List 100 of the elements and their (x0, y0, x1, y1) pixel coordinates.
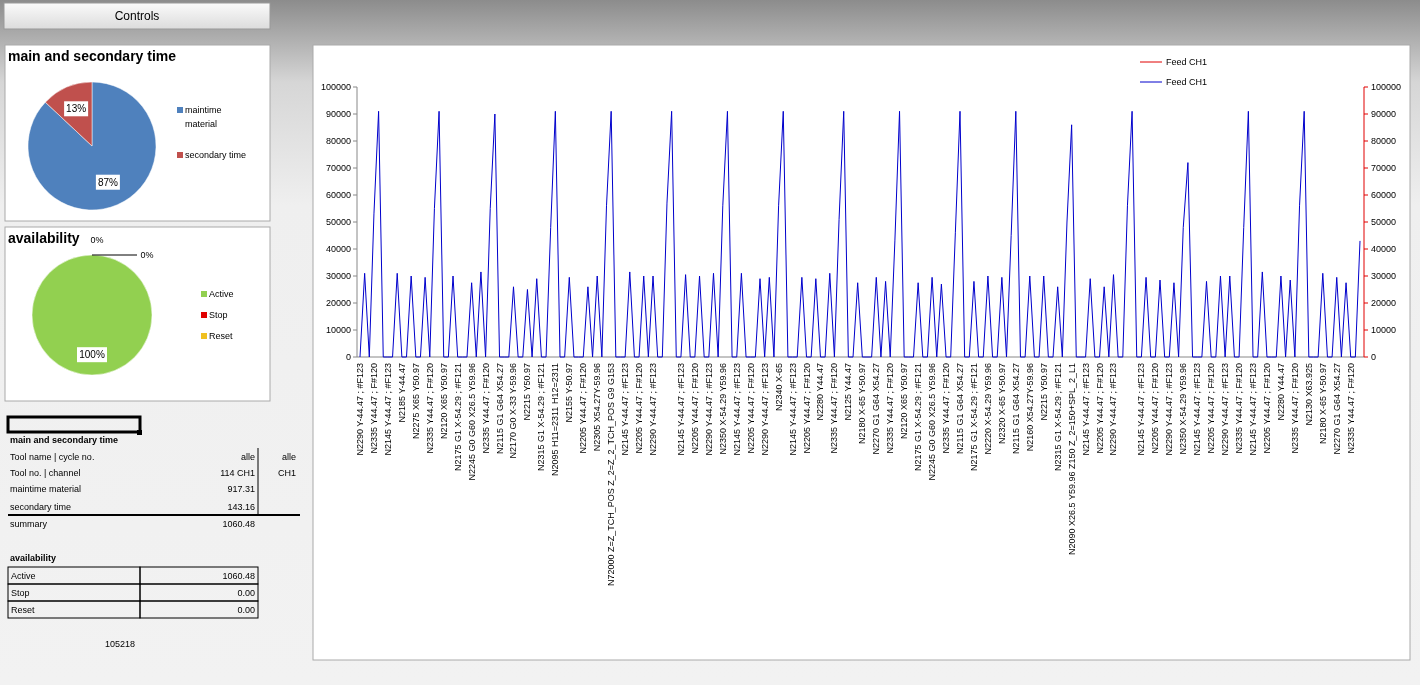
category-label: Tool name | cycle no. (10, 452, 95, 462)
x-tick-label: N2115 G1 G64 X54.27 (955, 363, 965, 454)
x-tick-label: N2155 Y-50.97 (564, 363, 575, 423)
y2-tick-label: 40000 (1371, 244, 1397, 254)
x-tick-label: N2290 Y-44.47 ; #F123 (1220, 363, 1231, 456)
y2-tick-label: 30000 (1371, 271, 1397, 281)
x-tick-label: N2290 Y-44.47 ; #F123 (1164, 363, 1175, 456)
category-label: Reset (11, 605, 36, 615)
y2-tick-label: 60000 (1371, 190, 1397, 200)
y-tick-label: 40000 (325, 244, 351, 254)
text: 917.31 (227, 484, 255, 494)
data-label: 13% (66, 103, 87, 115)
legend-label: Feed CH1 (1166, 77, 1208, 87)
x-tick-label: N2335 Y44.47 ; F#120 (480, 363, 491, 454)
chart-title: main and secondary time (8, 48, 177, 64)
x-tick-label: N2335 Y44.47 ; F#120 (1345, 363, 1356, 454)
y2-tick-label: 20000 (1371, 298, 1397, 308)
text: 143.16 (227, 502, 255, 512)
text: 0% (140, 250, 154, 260)
x-tick-label: N2175 G1 X-54.29 ; #F121 (968, 363, 979, 472)
x-tick-label: N2170 G0 X-33 Y-59.96 (508, 363, 519, 459)
text: CH1 (277, 468, 296, 478)
x-tick-label: N2335 Y44.47 ; F#120 (1289, 363, 1300, 454)
x-tick-label: N2145 Y-44.47 ; #F123 (1192, 363, 1203, 456)
x-tick-label: N2290 Y-44.47 ; #F123 (759, 363, 770, 456)
x-tick-label: N72000 Z=Z_TCH_POS Z_2=Z_2_TCH_POS G9 G153 (606, 363, 617, 587)
x-tick-label: N2145 Y-44.47 ; #F123 (1248, 363, 1259, 456)
x-tick-label: N2205 Y44.47 ; F#120 (689, 363, 700, 454)
text: 105218 (104, 639, 136, 649)
x-tick-label: N2280 Y44.47 (1275, 363, 1286, 421)
text: main and secondary time (10, 435, 119, 445)
x-tick-label: N2340 X-65 (773, 363, 784, 412)
category-label: Tool no. | channel (10, 468, 81, 478)
legend-label: Active (209, 289, 234, 299)
x-tick-label: N2335 Y44.47 ; F#120 (941, 363, 952, 454)
y2-tick-label: 90000 (1371, 109, 1397, 119)
x-tick-label: N2205 Y44.47 ; F#120 (1206, 363, 1217, 454)
legend-label: maintime material (185, 105, 222, 129)
legend-label: Feed CH1 (1166, 57, 1208, 67)
y2-tick-label: 10000 (1371, 325, 1397, 335)
y-tick-label: 0 (345, 352, 351, 362)
x-tick-label: N2350 X-54.29 Y59.96 (1178, 363, 1189, 455)
category-label: summary (10, 519, 48, 529)
legend-label: secondary time (185, 150, 247, 160)
x-tick-label: N2095 H11=2311 H12=2311 (550, 363, 561, 477)
x-tick-label: N2290 Y-44.47 ; #F123 (355, 363, 365, 456)
x-tick-label: N2130 X63.925 (1303, 363, 1314, 426)
text: 0.00 (237, 588, 255, 598)
category-label: Stop (11, 588, 30, 598)
x-tick-label: N2215 Y50.97 (1038, 363, 1049, 421)
x-tick-label: N2315 G1 X-54.29 ; #F121 (536, 363, 547, 472)
x-tick-label: N2180 X-65 Y-50.97 (857, 363, 868, 445)
category-label: Active (11, 571, 36, 581)
x-tick-label: N2205 Y44.47 ; F#120 (1094, 363, 1105, 454)
y-tick-label: 100000 (320, 82, 351, 92)
x-tick-label: N2305 X54.27Y-59.96 (592, 363, 603, 452)
y2-tick-label: 70000 (1371, 163, 1397, 173)
x-tick-label: N2120 X65 Y50.97 (438, 363, 449, 439)
x-tick-label: N2145 Y-44.47 ; #F123 (620, 363, 631, 456)
legend-label: Stop (209, 310, 228, 320)
x-tick-label: N2145 Y-44.47 ; #F123 (382, 363, 393, 456)
x-tick-label: N2205 Y44.47 ; F#120 (801, 363, 812, 454)
x-tick-label: N2145 Y-44.47 ; #F123 (675, 363, 686, 456)
x-tick-label: N2145 Y-44.47 ; #F123 (787, 363, 798, 456)
data-label: 100% (79, 349, 105, 361)
x-tick-label: N2335 Y44.47 ; F#120 (368, 363, 379, 454)
x-tick-label: N2335 Y44.47 ; F#120 (885, 363, 896, 454)
x-tick-label: N2350 X-54.29 Y59.96 (717, 363, 728, 455)
x-tick-label: N2115 G1 G64 X54.27 (494, 363, 505, 454)
x-tick-label: N2290 Y-44.47 ; #F123 (648, 363, 659, 456)
x-tick-label: N2270 G1 G64 X54.27 (871, 363, 882, 455)
x-tick-label: N2320 X-65 Y-50.97 (996, 363, 1007, 445)
y-tick-label: 90000 (325, 109, 351, 119)
category-label: maintime material (10, 484, 82, 494)
x-tick-label: N2205 Y44.47 ; F#120 (1150, 363, 1161, 454)
y2-tick-label: 50000 (1371, 217, 1397, 227)
x-tick-label: N2185 Y-44.47 (396, 363, 407, 423)
x-tick-label: N2245 G0 G60 X26.5 Y59.96 (927, 363, 938, 481)
legend-label: Reset (209, 331, 234, 341)
x-tick-label: N2290 Y-44.47 ; #F123 (1108, 363, 1119, 456)
y2-tick-label: 80000 (1371, 136, 1397, 146)
x-tick-label: N2145 Y-44.47 ; #F123 (731, 363, 742, 456)
x-tick-label: N2215 Y50.97 (522, 363, 533, 421)
y2-tick-label: 0 (1371, 352, 1377, 362)
x-tick-label: N2175 G1 X-54.29 ; #F121 (913, 363, 924, 472)
chart-title: availability (8, 230, 80, 246)
x-tick-label: N2280 Y44.47 (815, 363, 826, 421)
x-tick-label: N2335 Y44.47 ; F#120 (829, 363, 840, 454)
x-tick-label: N2205 Y44.47 ; F#120 (745, 363, 756, 454)
x-tick-label: N2180 X-65 Y-50.97 (1317, 363, 1328, 445)
x-tick-label: N2290 Y-44.47 ; #F123 (703, 363, 714, 456)
y-tick-label: 30000 (325, 271, 351, 281)
x-tick-label: N2335 Y44.47 ; F#120 (424, 363, 435, 454)
y-tick-label: 10000 (325, 325, 351, 335)
x-tick-label: N2125 Y44.47 (843, 363, 854, 421)
x-tick-label: N2205 Y44.47 ; F#120 (578, 363, 589, 454)
x-tick-label: N2245 G0 G60 X26.5 Y59.96 (466, 363, 477, 481)
x-tick-label: N2145 Y-44.47 ; #F123 (1080, 363, 1091, 456)
x-tick-label: N2120 X65 Y50.97 (899, 363, 910, 439)
category-label: secondary time (10, 502, 72, 512)
